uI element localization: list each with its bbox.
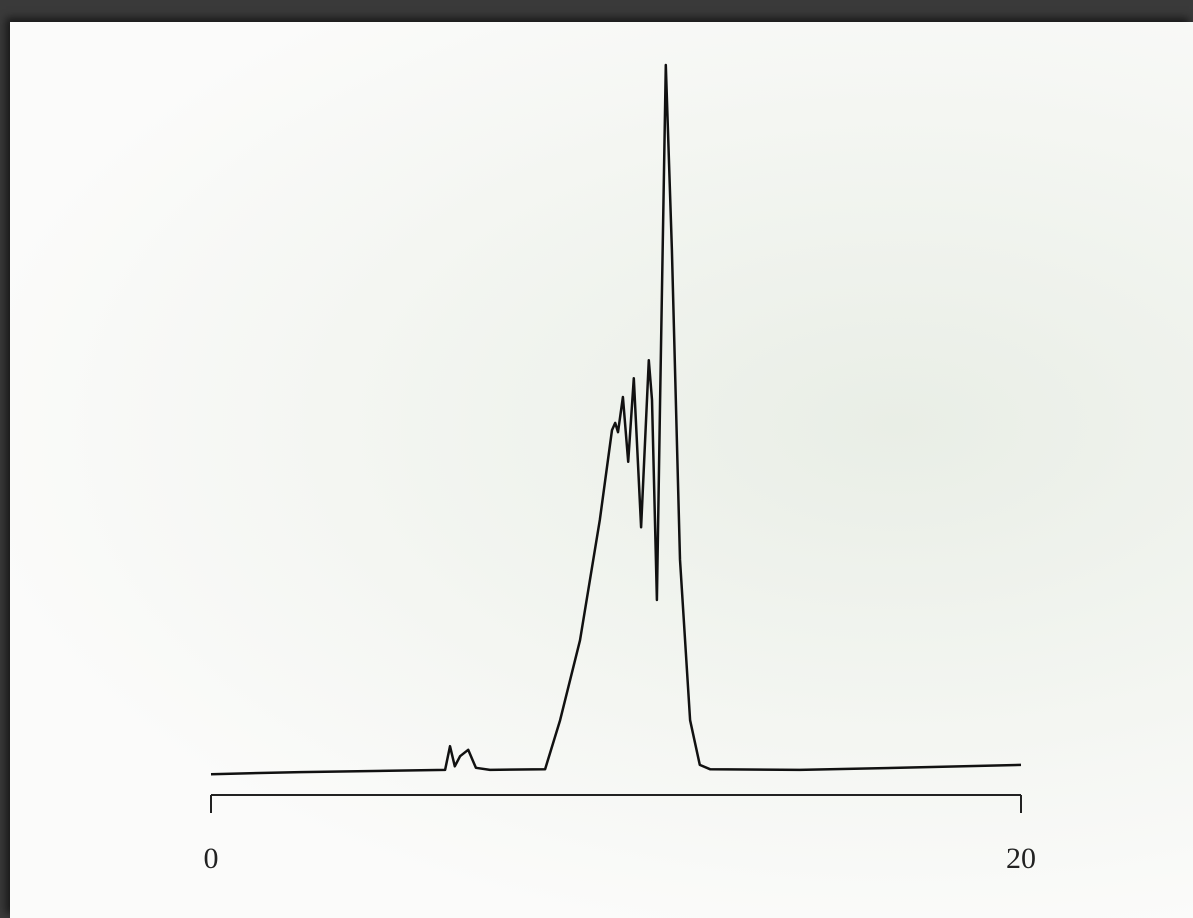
x-tick-label: 0 — [204, 842, 219, 875]
chart-frame — [10, 22, 1193, 918]
data-line — [210, 63, 1022, 776]
x-tick-label: 20 — [1006, 842, 1036, 875]
